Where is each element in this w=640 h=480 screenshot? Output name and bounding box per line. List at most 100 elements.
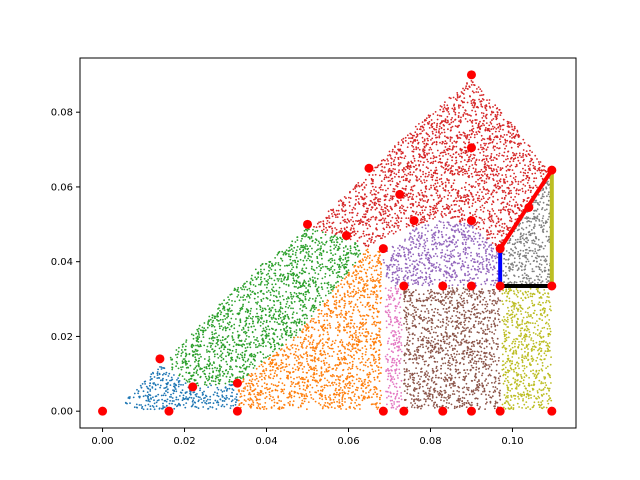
scatter-point bbox=[341, 391, 344, 394]
scatter-point bbox=[372, 179, 374, 181]
scatter-point bbox=[506, 228, 509, 231]
scatter-point bbox=[322, 249, 325, 252]
scatter-point bbox=[406, 134, 409, 137]
scatter-point bbox=[460, 160, 462, 163]
scatter-point bbox=[377, 280, 380, 282]
scatter-point bbox=[181, 389, 184, 392]
scatter-point bbox=[452, 165, 454, 168]
scatter-point bbox=[398, 209, 401, 212]
scatter-point bbox=[257, 301, 259, 303]
scatter-point bbox=[275, 289, 278, 292]
scatter-point bbox=[332, 288, 334, 290]
scatter-point bbox=[339, 243, 341, 246]
scatter-point bbox=[362, 390, 364, 392]
scatter-point bbox=[201, 394, 204, 396]
scatter-point bbox=[307, 335, 310, 338]
scatter-point bbox=[412, 225, 415, 228]
scatter-point bbox=[380, 262, 383, 265]
scatter-point bbox=[171, 402, 173, 405]
scatter-point bbox=[335, 307, 338, 310]
scatter-point bbox=[281, 353, 284, 356]
scatter-point bbox=[529, 149, 531, 152]
scatter-point bbox=[348, 387, 351, 389]
scatter-point bbox=[361, 384, 364, 387]
scatter-point bbox=[277, 317, 280, 320]
scatter-point bbox=[322, 220, 325, 223]
scatter-point bbox=[516, 204, 519, 207]
scatter-point bbox=[492, 159, 495, 162]
scatter-point bbox=[334, 396, 337, 399]
scatter-point bbox=[457, 116, 460, 119]
scatter-point bbox=[321, 390, 324, 392]
scatter-point bbox=[241, 381, 244, 383]
scatter-point bbox=[403, 157, 406, 160]
scatter-point bbox=[301, 269, 303, 272]
scatter-point bbox=[276, 342, 278, 345]
scatter-point bbox=[248, 399, 251, 402]
scatter-point bbox=[272, 396, 274, 399]
scatter-point bbox=[223, 348, 225, 351]
scatter-point bbox=[226, 322, 229, 325]
scatter-point bbox=[340, 276, 343, 278]
scatter-point bbox=[214, 329, 217, 331]
scatter-point bbox=[333, 284, 335, 287]
scatter-point bbox=[379, 398, 381, 401]
scatter-point bbox=[264, 392, 267, 394]
scatter-point bbox=[322, 324, 325, 326]
scatter-point bbox=[419, 160, 422, 163]
scatter-point bbox=[279, 311, 282, 313]
scatter-point bbox=[240, 339, 243, 342]
scatter-point bbox=[324, 402, 327, 404]
scatter-point bbox=[421, 191, 423, 194]
scatter-point bbox=[373, 198, 375, 201]
scatter-point bbox=[452, 120, 455, 123]
scatter-point bbox=[468, 138, 470, 141]
scatter-point bbox=[386, 158, 389, 161]
scatter-point bbox=[196, 382, 199, 385]
scatter-point bbox=[310, 235, 313, 238]
scatter-point bbox=[524, 190, 527, 193]
scatter-point bbox=[450, 195, 452, 197]
scatter-point bbox=[412, 146, 415, 148]
scatter-point bbox=[261, 378, 263, 381]
scatter-point bbox=[433, 212, 436, 215]
scatter-point bbox=[263, 268, 266, 271]
scatter-point bbox=[223, 309, 226, 311]
scatter-point bbox=[314, 379, 317, 382]
scatter-point bbox=[283, 404, 286, 406]
scatter-point bbox=[504, 209, 507, 212]
scatter-point bbox=[221, 370, 224, 373]
scatter-point bbox=[436, 149, 439, 152]
scatter-point bbox=[259, 264, 262, 267]
scatter-point bbox=[495, 168, 498, 171]
scatter-point bbox=[441, 161, 443, 164]
scatter-point bbox=[365, 184, 368, 186]
scatter-point bbox=[478, 216, 481, 219]
scatter-point bbox=[329, 384, 332, 387]
scatter-point bbox=[198, 336, 201, 339]
scatter-point bbox=[397, 164, 400, 167]
scatter-point bbox=[445, 107, 447, 110]
scatter-point bbox=[366, 240, 369, 242]
scatter-point bbox=[360, 270, 363, 273]
scatter-point bbox=[515, 192, 518, 195]
scatter-point bbox=[441, 216, 444, 218]
scatter-point bbox=[349, 292, 352, 295]
scatter-point bbox=[337, 356, 340, 359]
scatter-point bbox=[480, 209, 482, 211]
scatter-point bbox=[344, 209, 347, 212]
scatter-point bbox=[355, 329, 357, 332]
scatter-point bbox=[440, 177, 443, 180]
scatter-point bbox=[169, 379, 171, 382]
scatter-point bbox=[319, 247, 322, 250]
scatter-point bbox=[354, 254, 357, 256]
scatter-point bbox=[324, 265, 327, 268]
scatter-point bbox=[343, 316, 345, 319]
scatter-point bbox=[163, 392, 166, 395]
scatter-point bbox=[284, 253, 287, 256]
scatter-point bbox=[363, 397, 366, 400]
scatter-point bbox=[263, 329, 265, 332]
scatter-point bbox=[358, 328, 361, 331]
scatter-point bbox=[272, 377, 275, 380]
scatter-point bbox=[490, 224, 493, 227]
